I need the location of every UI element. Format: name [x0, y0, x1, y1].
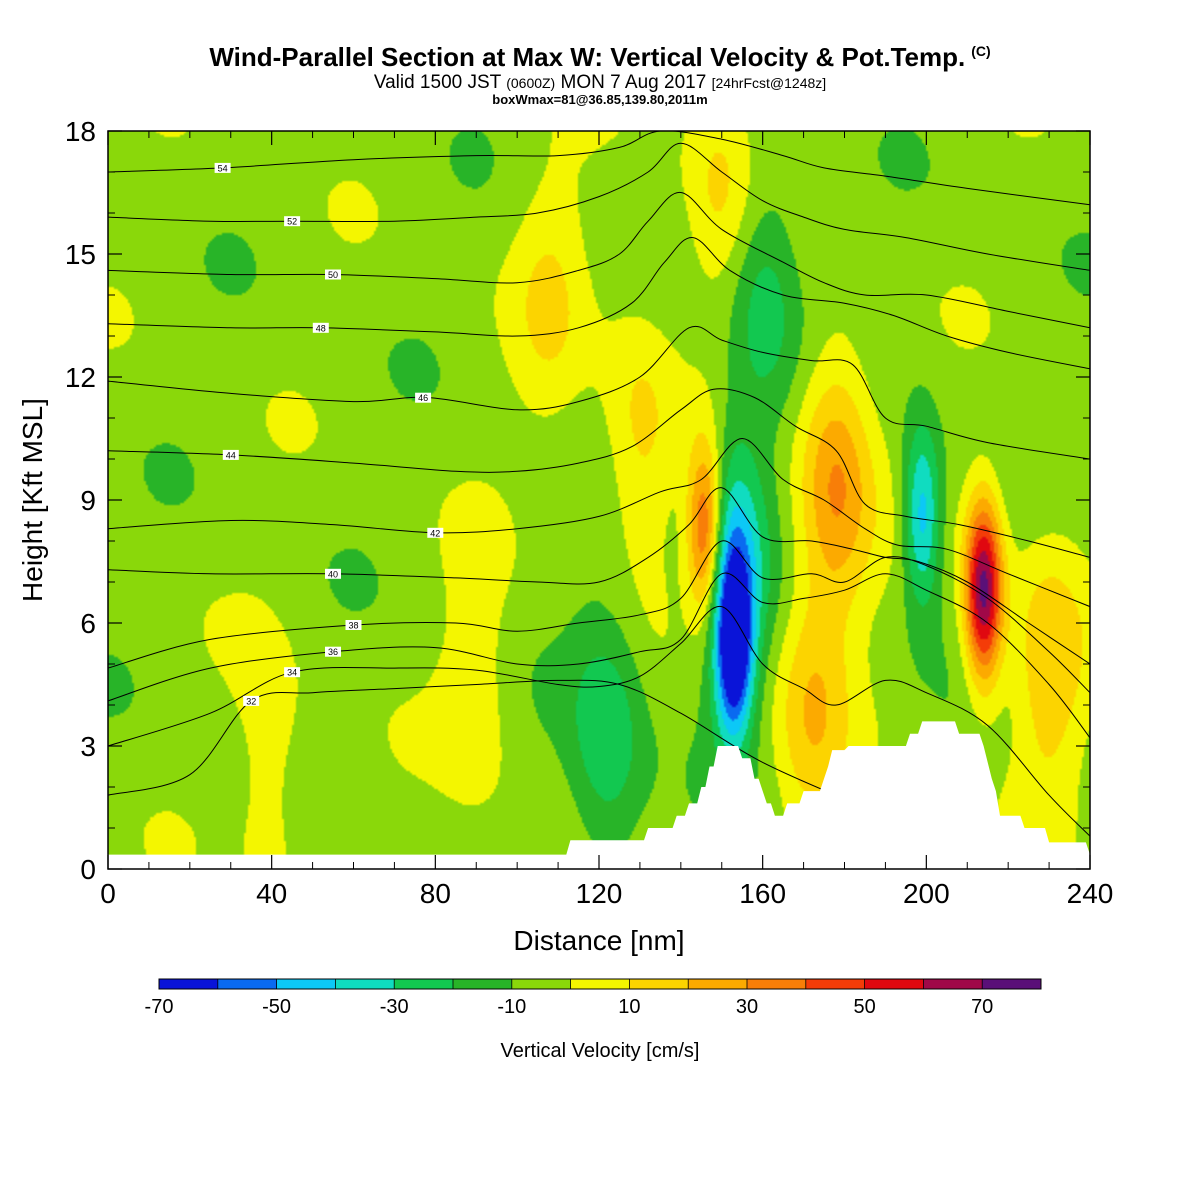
- contour-label-box: [325, 269, 341, 280]
- colorbar-label: -30: [380, 996, 409, 1018]
- contour-label-box: [325, 646, 341, 657]
- y-tick-label: 0: [80, 854, 96, 885]
- colorbar-label: 70: [971, 996, 993, 1018]
- contour-label-50: 50: [328, 270, 338, 280]
- box-wmax-info: boxWmax=81@36.85,139.80,2011m: [492, 92, 708, 107]
- x-tick-label: 80: [420, 878, 451, 909]
- chart-subtitle: Valid 1500 JST (0600Z) MON 7 Aug 2017 [2…: [0, 72, 1200, 94]
- colorbar-swatch: [453, 979, 513, 989]
- subtitle-forecast: [24hrFcst@1248z]: [711, 75, 827, 91]
- potential-temperature-contours: [108, 131, 1090, 866]
- x-tick-label: 200: [903, 878, 950, 909]
- colorbar-label: 30: [736, 996, 758, 1018]
- colorbar-swatch: [335, 979, 395, 989]
- contour-label-36: 36: [328, 647, 338, 657]
- colorbar-label: -50: [262, 996, 291, 1018]
- contour-label-box: [243, 695, 260, 706]
- contour-label-52: 52: [287, 217, 297, 227]
- theta-contour-46: [108, 325, 1090, 460]
- y-tick-label: 3: [80, 731, 96, 762]
- x-tick-label: 40: [256, 878, 287, 909]
- x-axis-title: Distance [nm]: [513, 925, 684, 956]
- theta-contour-36: [108, 572, 1090, 739]
- colorbar-swatch: [394, 979, 454, 989]
- theta-contour-34: [108, 606, 1090, 837]
- colorbar-swatch: [923, 979, 983, 989]
- chart-title: Wind-Parallel Section at Max W: Vertical…: [0, 42, 1200, 73]
- subtitle-valid: Valid 1500 JST: [373, 72, 501, 93]
- colorbar-swatch: [805, 979, 866, 989]
- contour-label-44: 44: [226, 450, 236, 460]
- contour-label-box: [345, 620, 362, 630]
- colorbar-frame: [158, 978, 1042, 990]
- contour-label-box: [415, 392, 432, 403]
- y-tick-label: 18: [65, 116, 96, 147]
- y-tick-label: 9: [80, 485, 96, 516]
- contour-label-box: [427, 527, 444, 538]
- contour-label-46: 46: [418, 393, 428, 403]
- y-axis-title: Height [Kft MSL]: [17, 398, 48, 602]
- theta-contour-40: [108, 487, 1090, 665]
- colorbar-swatch: [688, 979, 748, 989]
- contour-label-box: [312, 322, 329, 333]
- contour-label-box: [325, 568, 341, 579]
- contour-label-54: 54: [218, 163, 228, 173]
- colorbar-swatch: [629, 979, 689, 989]
- theta-contour-54: [108, 131, 1090, 206]
- colorbar-label: 10: [618, 996, 640, 1018]
- contour-label-box: [284, 667, 301, 678]
- colorbar-label: -10: [497, 996, 526, 1018]
- contour-label-32: 32: [246, 696, 256, 706]
- colorbar-swatch: [217, 979, 278, 989]
- contour-label-34: 34: [287, 668, 297, 678]
- contour-label-box: [222, 449, 239, 460]
- contour-label-box: [214, 162, 231, 173]
- title-unit-mark: (C): [971, 43, 991, 60]
- contour-label-38: 38: [348, 621, 358, 631]
- colorbar-swatch: [276, 979, 336, 989]
- y-tick-label: 12: [65, 362, 96, 393]
- colorbar-swatch: [864, 979, 924, 989]
- theta-contour-52: [108, 142, 1090, 271]
- theta-contour-44: [108, 388, 1090, 558]
- colorbar-label: -70: [145, 996, 174, 1018]
- subtitle-zulu: (0600Z): [506, 75, 556, 91]
- contour-label-42: 42: [430, 528, 440, 538]
- chart-title-text: Wind-Parallel Section at Max W: Vertical…: [209, 42, 966, 72]
- contour-label-40: 40: [328, 569, 338, 579]
- y-tick-label: 15: [65, 239, 96, 270]
- colorbar: -70 -50 -30 -10 10 30 50 70: [145, 978, 1042, 1018]
- colorbar-swatch: [747, 979, 807, 989]
- contour-label-box: [284, 216, 301, 227]
- colorbar-title: Vertical Velocity [cm/s]: [501, 1040, 700, 1062]
- theta-contour-42: [108, 437, 1090, 608]
- x-tick-label: 0: [100, 878, 116, 909]
- colorbar-swatch: [511, 979, 572, 989]
- x-tick-label: 120: [576, 878, 623, 909]
- contour-label-48: 48: [316, 323, 326, 333]
- contour-labels: 32 34 36 38 40 42 44 46 48 50 52 54: [214, 162, 444, 706]
- x-tick-label: 240: [1067, 878, 1114, 909]
- colorbar-label: 50: [853, 996, 875, 1018]
- colorbar-swatch: [159, 979, 219, 989]
- colorbar-swatch: [570, 979, 630, 989]
- subtitle-date: MON 7 Aug 2017: [560, 72, 707, 93]
- y-tick-label: 6: [80, 608, 96, 639]
- x-tick-label: 160: [739, 878, 786, 909]
- terrain-mask: [108, 721, 1090, 869]
- colorbar-swatch: [982, 979, 1042, 989]
